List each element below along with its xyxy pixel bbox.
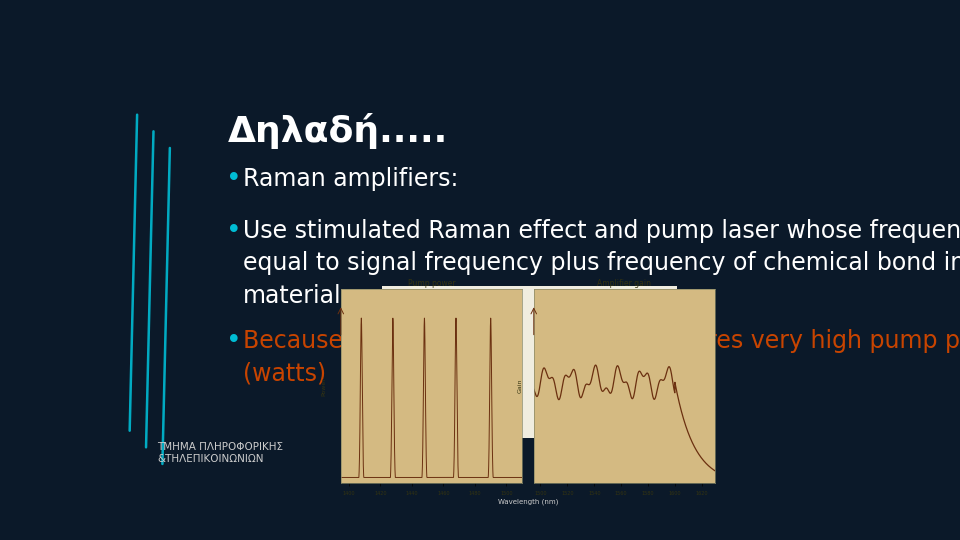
Text: TMHMA ΠΛΗΡΟΦΟΡΙΚΗΣ
&ΤΗΛΕΠΙΚΟΙΝΩΝΙΩΝ: TMHMA ΠΛΗΡΟΦΟΡΙΚΗΣ &ΤΗΛΕΠΙΚΟΙΝΩΝΙΩΝ [157, 442, 283, 464]
Text: •: • [227, 218, 242, 244]
Title: Amplifier gain: Amplifier gain [597, 279, 652, 288]
FancyBboxPatch shape [382, 286, 677, 438]
Text: 49: 49 [485, 465, 499, 476]
Text: Raman amplifiers:: Raman amplifiers: [243, 167, 458, 191]
Text: •: • [227, 166, 242, 192]
Y-axis label: Gain: Gain [517, 379, 523, 393]
Title: Pump power: Pump power [408, 279, 455, 288]
Text: Use stimulated Raman effect and pump laser whose frequency is
equal to signal fr: Use stimulated Raman effect and pump las… [243, 219, 960, 308]
Text: Because it is a nonlinear process, requires very high pump powers
(watts): Because it is a nonlinear process, requi… [243, 329, 960, 386]
Text: Δηλαδή.....: Δηλαδή..... [228, 113, 448, 148]
Text: Wavelength (nm): Wavelength (nm) [498, 498, 558, 505]
Y-axis label: Power: Power [322, 377, 326, 395]
Text: •: • [227, 328, 242, 354]
